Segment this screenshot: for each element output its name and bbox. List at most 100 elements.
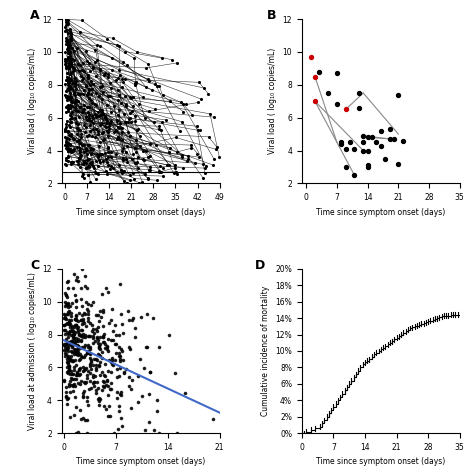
Point (70, 331, 77, 338)
Point (64, 95, 72, 102)
Point (84, 341, 91, 348)
Point (86, 86, 93, 93)
Point (94, 170, 101, 178)
Point (78, 326, 86, 333)
Point (82, 378, 90, 386)
Point (108, 117, 115, 125)
Point (79, 394, 87, 401)
Point (94, 384, 101, 391)
Point (62, 128, 69, 135)
Point (102, 119, 109, 127)
Point (79, 353, 86, 360)
Point (67, 309, 75, 317)
Point (99, 119, 106, 127)
Point (65, 320, 73, 327)
Point (72, 85, 80, 93)
Point (72, 98, 79, 106)
Point (62, 346, 70, 354)
Point (176, 128, 183, 135)
Point (66, 123, 74, 131)
Point (139, 156, 147, 163)
Point (183, 158, 191, 165)
Point (86, 319, 94, 327)
Point (107, 358, 115, 366)
Point (96, 358, 104, 366)
Point (89, 65, 97, 72)
Point (85, 94, 93, 102)
Point (66, 95, 73, 103)
Point (79, 90, 87, 98)
Point (68, 44, 76, 51)
Point (82, 82, 90, 89)
Point (91, 168, 99, 176)
Point (178, 154, 185, 161)
Point (72, 350, 80, 358)
Point (116, 72, 124, 79)
Point (178, 99, 185, 106)
Point (117, 166, 125, 174)
Point (80, 389, 87, 397)
Point (76, 28, 84, 36)
Point (62, 160, 69, 168)
Point (82, 298, 90, 306)
Point (94, 154, 102, 161)
Point (146, 390, 153, 397)
Point (101, 122, 109, 129)
Point (80, 148, 88, 156)
Point (103, 127, 110, 135)
Point (158, 118, 166, 126)
Point (62, 291, 69, 299)
Point (65, 64, 73, 71)
Point (63, 363, 71, 371)
Point (73, 298, 80, 305)
Point (92, 157, 100, 165)
Point (81, 352, 88, 359)
Point (124, 119, 132, 126)
Point (102, 115, 109, 123)
Point (72, 311, 79, 319)
Point (104, 143, 112, 150)
Point (121, 48, 129, 55)
Point (81, 387, 88, 395)
Point (64, 147, 72, 155)
Point (75, 357, 82, 364)
Y-axis label: Cumulative incidence of mortality: Cumulative incidence of mortality (261, 286, 270, 416)
Point (82, 364, 90, 371)
Point (76, 164, 83, 171)
Point (98, 106, 105, 114)
Point (83, 306, 91, 313)
Point (100, 378, 108, 386)
Point (152, 80, 159, 88)
Point (62, 315, 70, 322)
Point (100, 128, 107, 136)
Point (67, 111, 74, 119)
Point (99, 82, 106, 89)
Point (184, 156, 192, 163)
Point (66, 70, 74, 78)
Point (63, 119, 70, 127)
Point (83, 117, 91, 124)
Point (95, 361, 102, 369)
Point (78, 17, 85, 24)
Point (62, 352, 69, 360)
Point (66, 323, 73, 331)
Point (63, 117, 70, 124)
Point (83, 393, 91, 400)
Point (83, 397, 91, 405)
Point (71, 316, 78, 323)
Point (84, 429, 91, 437)
Point (64, 157, 72, 165)
Point (63, 56, 71, 63)
Point (73, 119, 80, 127)
Point (204, 90, 212, 98)
Point (126, 94, 134, 101)
Point (80, 160, 87, 168)
Point (76, 61, 83, 69)
Point (85, 114, 92, 122)
Point (76, 406, 84, 414)
Point (126, 109, 133, 117)
Point (97, 139, 104, 146)
Point (62, 37, 70, 45)
Point (73, 124, 80, 131)
Point (79, 66, 86, 73)
